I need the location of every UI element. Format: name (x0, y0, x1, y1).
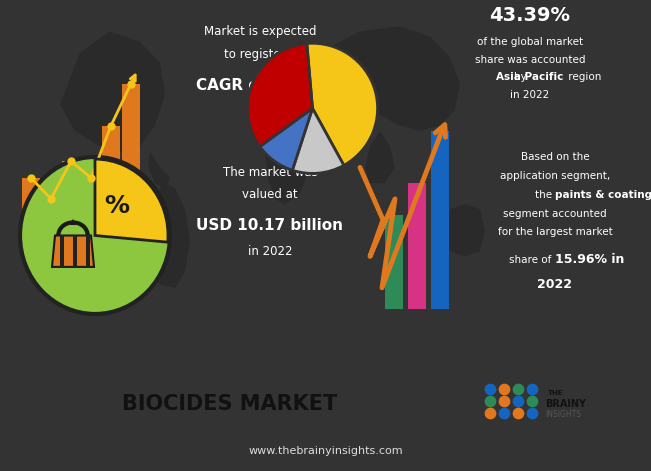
Point (513, 397, 523, 405)
Point (499, 409, 509, 417)
Bar (102, 126, 120, 241)
Text: of the global market: of the global market (477, 37, 583, 47)
Point (46, 195, 56, 203)
Wedge shape (307, 43, 378, 165)
Text: 43.39%: 43.39% (490, 6, 570, 25)
Bar (385, 215, 403, 309)
Point (106, 122, 117, 130)
Wedge shape (95, 159, 168, 242)
Bar (82, 178, 100, 241)
Polygon shape (148, 183, 190, 288)
Text: in 2022: in 2022 (510, 90, 549, 100)
Point (499, 397, 509, 405)
Text: INSIGHTS: INSIGHTS (545, 410, 581, 419)
Polygon shape (148, 152, 170, 188)
Text: www.thebrainyinsights.com: www.thebrainyinsights.com (248, 446, 403, 456)
Polygon shape (445, 204, 485, 256)
Text: by: by (514, 73, 530, 82)
Point (527, 409, 537, 417)
Circle shape (20, 157, 170, 314)
Bar (22, 178, 40, 241)
Bar (73, 236, 77, 267)
Point (485, 385, 495, 393)
Text: the: the (534, 190, 555, 200)
Text: %: % (105, 194, 130, 218)
Text: 2022: 2022 (538, 278, 572, 291)
Text: BIOCIDES MARKET: BIOCIDES MARKET (122, 394, 338, 414)
Text: Market is expected: Market is expected (204, 25, 316, 38)
Text: The market was: The market was (223, 166, 318, 179)
Text: to register a: to register a (224, 48, 296, 61)
Polygon shape (52, 236, 94, 267)
Text: segment accounted: segment accounted (503, 209, 607, 219)
Text: region: region (565, 73, 602, 82)
Point (26, 174, 36, 182)
Point (527, 397, 537, 405)
Text: Based on the: Based on the (521, 152, 589, 162)
Polygon shape (310, 26, 460, 131)
Bar (62, 161, 80, 241)
Text: 15.96% in: 15.96% in (555, 253, 624, 266)
Polygon shape (60, 32, 165, 152)
Text: BRAINY: BRAINY (545, 399, 586, 409)
Bar (122, 84, 140, 241)
Bar (42, 199, 60, 241)
Polygon shape (70, 219, 76, 225)
Wedge shape (247, 43, 312, 146)
Text: USD 10.17 billion: USD 10.17 billion (197, 218, 344, 233)
Text: Asia Pacific: Asia Pacific (496, 73, 564, 82)
Text: share of: share of (509, 254, 555, 265)
Text: THE: THE (548, 390, 564, 396)
Point (513, 409, 523, 417)
Text: paints & coatings: paints & coatings (555, 190, 651, 200)
Bar (60, 236, 64, 267)
Point (86, 174, 96, 182)
Bar (408, 183, 426, 309)
Point (66, 157, 76, 165)
Point (126, 80, 136, 88)
Point (485, 409, 495, 417)
Text: valued at: valued at (242, 188, 298, 201)
Bar (431, 131, 449, 309)
Wedge shape (292, 108, 344, 173)
Text: CAGR of 4.32%: CAGR of 4.32% (196, 78, 324, 93)
Text: share was accounted: share was accounted (475, 55, 585, 65)
Polygon shape (270, 42, 320, 94)
Point (499, 385, 509, 393)
Point (513, 385, 523, 393)
Text: for the largest market: for the largest market (497, 227, 613, 237)
Point (527, 385, 537, 393)
Bar (86, 236, 90, 267)
Text: application segment,: application segment, (500, 171, 610, 181)
Polygon shape (265, 94, 315, 204)
Text: in 2022: in 2022 (248, 245, 292, 258)
Point (485, 397, 495, 405)
Polygon shape (365, 131, 395, 183)
Wedge shape (260, 108, 312, 170)
